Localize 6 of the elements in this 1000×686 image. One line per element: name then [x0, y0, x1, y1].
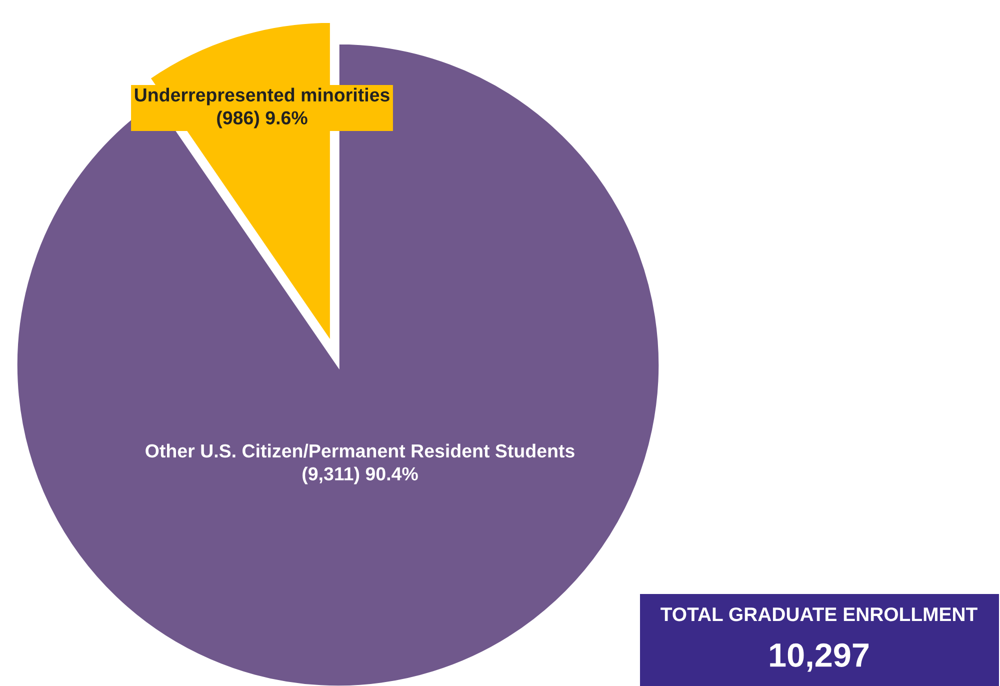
slice-label: Other U.S. Citizen/Permanent Resident Students [146, 444, 574, 458]
data-label: (9,311) 90.4% [302, 466, 418, 484]
slice-label: Underrepresented minorities [134, 88, 390, 106]
text: TOTAL GRADUATE ENROLLMENT [660, 607, 978, 622]
text: 10,297 [770, 643, 869, 672]
data-label: (986) 9.6% [217, 110, 308, 128]
